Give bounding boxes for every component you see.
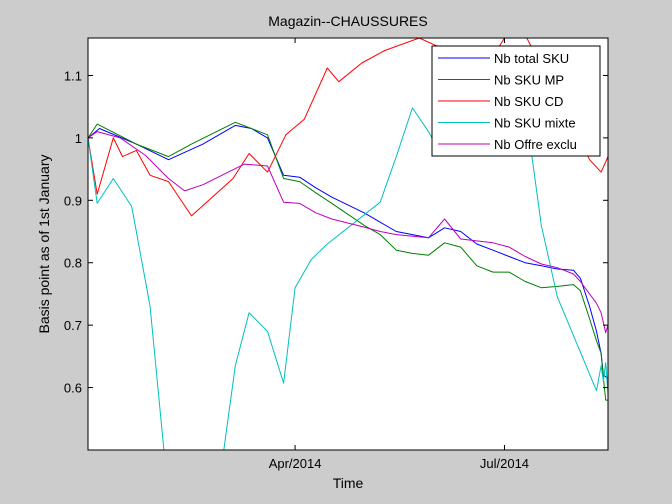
legend-label-1: Nb total SKU [494,51,569,66]
series-line-2 [88,121,608,401]
y-tick-label-1: 0.6 [64,381,82,396]
series-line-5 [88,131,608,334]
y-tick-label-5: 1 [75,131,82,146]
y-tick-label-2: 0.7 [64,318,82,333]
series-line-3 [88,38,608,217]
legend-label-3: Nb SKU CD [494,94,563,109]
plot-frame [87,37,609,451]
series-line-4 [88,75,608,450]
legend-entries: Nb total SKU Nb SKU MP Nb SKU CD Nb SKU mix… [438,51,577,152]
y-tick-label-6: 1.1 [64,68,82,83]
series-line-1 [88,124,608,379]
legend-label-2: Nb SKU MP [494,73,564,88]
y-tick-label-4: 0.9 [64,193,82,208]
x-axis-label: Time [333,475,364,491]
x-tick-label-2: Jul/2014 [480,456,529,471]
legend-label-4: Nb SKU mixte [494,116,576,131]
series-layer [88,38,608,450]
chart-title: Magazin--CHAUSSURES [268,13,427,29]
x-tick-label-1: Apr/2014 [269,456,322,471]
x-axis-ticks: Apr/2014 Jul/2014 [269,38,529,471]
legend: Nb total SKU Nb SKU MP Nb SKU CD Nb SKU mix… [431,45,601,157]
legend-label-5: Nb Offre exclu [494,137,577,152]
y-axis-label: Basis point as of 1st January [36,155,52,334]
y-axis-ticks: 0.6 0.7 0.8 0.9 1 1.1 [64,68,608,396]
y-tick-label-3: 0.8 [64,256,82,271]
